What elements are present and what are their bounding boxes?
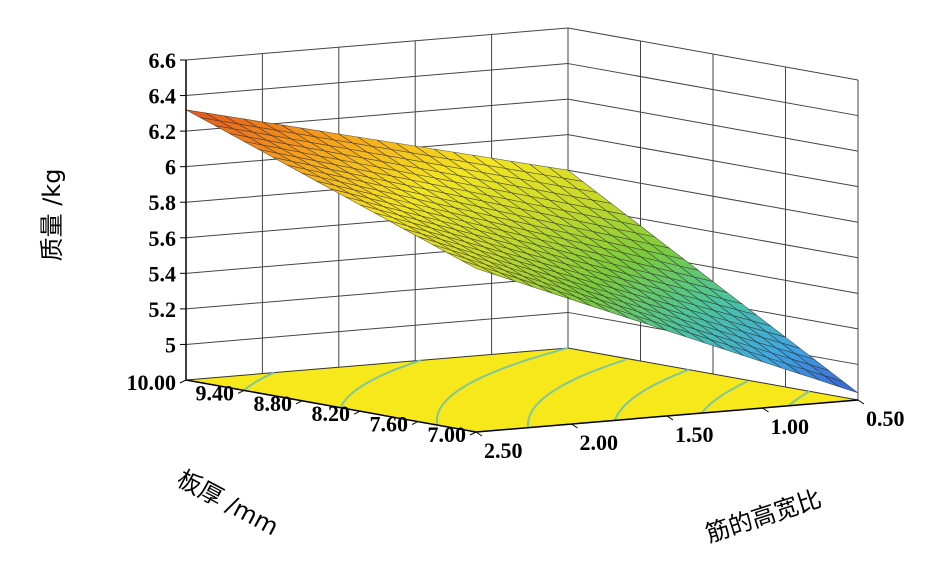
z-axis-title: 质量 /kg xyxy=(38,169,66,262)
z-tick-label: 6.4 xyxy=(149,84,177,109)
response-surface xyxy=(185,109,859,394)
y-tick-label: 7.60 xyxy=(370,412,409,437)
y-tick-label: 10.00 xyxy=(127,370,177,395)
left-wall-gridline xyxy=(185,276,569,310)
left-wall-gridline xyxy=(185,63,569,97)
z-tick-label: 6.2 xyxy=(149,119,177,144)
x-axis-title: 筋的高宽比 xyxy=(702,485,825,549)
x-tick-label: 2.50 xyxy=(484,438,523,463)
y-side-axis-line xyxy=(185,379,477,433)
floor-contour xyxy=(700,380,749,414)
y-tick-label: 8.80 xyxy=(254,391,293,416)
surface-cell xyxy=(824,375,859,394)
y-tick-mark xyxy=(295,400,303,405)
z-tick-label: 5.6 xyxy=(149,226,177,251)
z-tick-label: 6 xyxy=(165,155,176,180)
floor-contour xyxy=(526,358,627,428)
floor-contour xyxy=(613,368,690,421)
z-tick-label: 5.2 xyxy=(149,297,177,322)
axes xyxy=(179,59,865,437)
y-tick-mark xyxy=(237,389,245,394)
floor-contour xyxy=(339,359,422,409)
y-tick-mark xyxy=(469,431,477,436)
floor-contour xyxy=(435,347,569,426)
left-wall-gridline xyxy=(185,311,569,345)
floor-contour xyxy=(243,371,275,392)
y-tick-mark xyxy=(411,421,419,426)
x-tick-label: 1.50 xyxy=(675,422,714,447)
y-axis-title: 板厚 /mm xyxy=(172,465,283,542)
y-tick-label: 7.00 xyxy=(428,422,467,447)
x-tick-label: 1.00 xyxy=(771,414,810,439)
x-tick-label: 0.50 xyxy=(866,406,905,431)
y-tick-mark xyxy=(179,379,187,384)
y-tick-label: 8.20 xyxy=(312,401,351,426)
tick-labels: 5 5.2 5.4 5.6 5.8 6 6.2 6.4 6.6 7.00 7.60 8.20 8.80 9… xyxy=(127,48,905,463)
z-tick-label: 5.8 xyxy=(149,190,177,215)
x-tick-mark xyxy=(571,423,578,429)
z-tick-label: 5 xyxy=(165,332,176,357)
x-tick-mark xyxy=(475,431,483,437)
x-tick-label: 2.00 xyxy=(580,430,619,455)
left-wall-gridline xyxy=(185,27,569,61)
x-tick-mark xyxy=(666,415,674,421)
floor-contour xyxy=(787,390,811,407)
z-tick-label: 5.4 xyxy=(149,261,177,286)
y-tick-mark xyxy=(353,410,361,415)
y-tick-label: 9.40 xyxy=(196,380,235,405)
z-tick-label: 6.6 xyxy=(149,48,177,73)
x-tick-mark xyxy=(762,407,769,413)
x-tick-mark xyxy=(857,399,865,405)
